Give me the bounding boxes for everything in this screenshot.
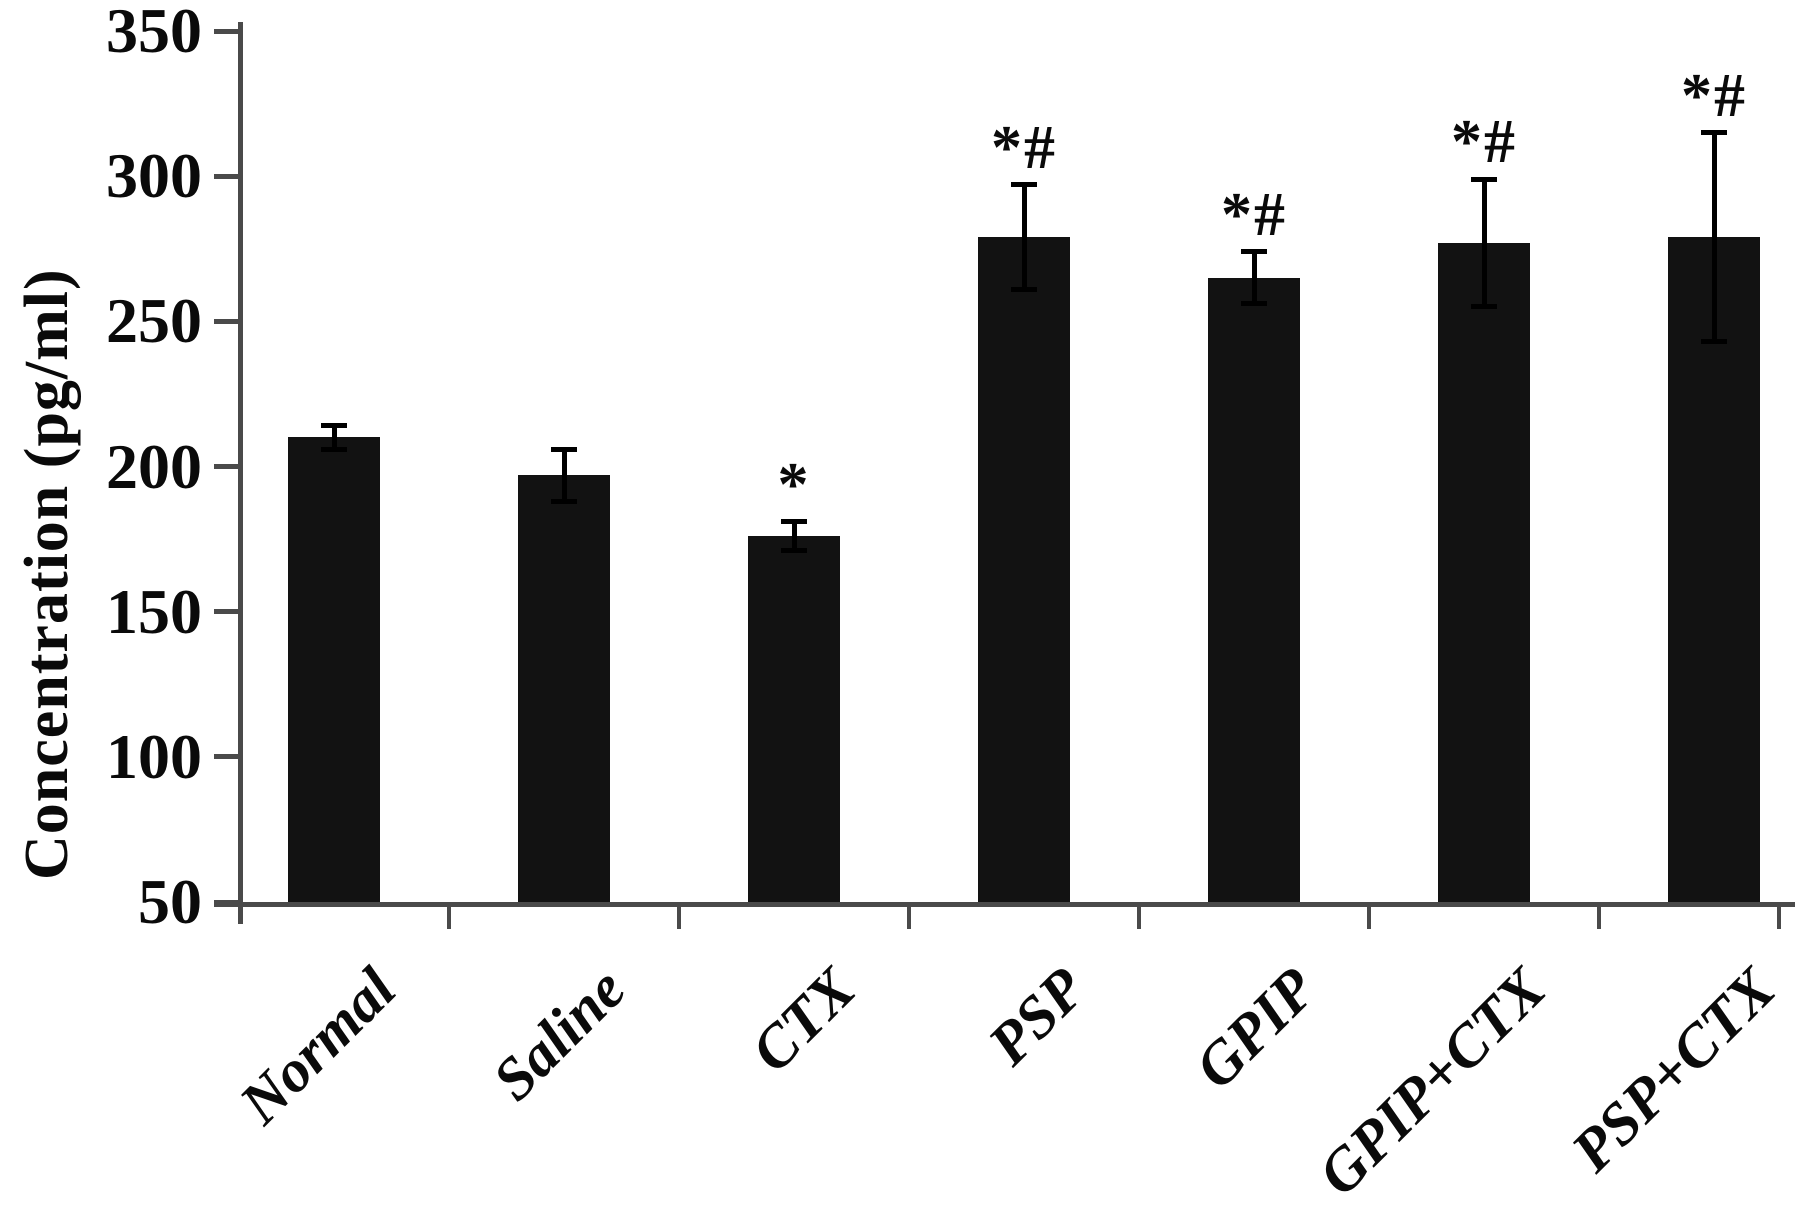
y-tick-label: 100 [106,721,202,792]
error-bar-cap-top [1241,249,1267,254]
error-bar-stem [1712,133,1717,342]
x-tick-label: Normal [226,955,408,1137]
y-tick-label: 150 [106,576,202,647]
x-divider-tick [677,907,681,929]
error-bar-stem [1482,179,1487,307]
error-bar-cap-top [1471,177,1497,182]
x-axis-line [214,902,1795,907]
x-tick-label: CTX [738,955,868,1085]
x-divider-tick [1367,907,1371,929]
bar-psp-plus-ctx [1668,237,1760,902]
error-bar-cap-top [1011,182,1037,187]
error-bar-cap-bottom [1011,287,1037,292]
x-divider-tick [907,907,911,929]
bar-gpip-plus-ctx [1438,243,1530,902]
x-tick-label: PSP [975,955,1098,1078]
significance-marker: *# [1221,181,1287,249]
bar-normal [288,437,380,902]
bar-psp [978,237,1070,902]
y-tick-label: 250 [106,285,202,356]
bar-ctx [748,536,840,902]
error-bar-cap-bottom [551,499,577,504]
error-bar-cap-bottom [321,447,347,452]
bar-gpip [1208,278,1300,902]
y-tick-label: 300 [106,140,202,211]
error-bar-cap-top [1701,130,1727,135]
significance-marker: *# [1451,108,1517,176]
error-bar-cap-top [321,423,347,428]
y-axis-line [238,22,243,924]
significance-marker: *# [991,114,1057,182]
y-tick-label: 200 [106,431,202,502]
error-bar-cap-bottom [1471,304,1497,309]
x-tick-label: Saline [480,955,638,1113]
y-tick [214,754,238,759]
y-tick-label: 350 [106,0,202,66]
x-tick-label: GPIP [1182,955,1328,1101]
significance-marker: * [777,451,811,519]
bar-saline [518,475,610,902]
error-bar-stem [562,449,567,501]
y-tick [214,319,238,324]
error-bar-stem [1022,185,1027,290]
x-divider-tick [447,907,451,929]
y-tick-label: 50 [138,866,202,937]
error-bar-cap-top [551,447,577,452]
y-tick [214,609,238,614]
y-tick [214,174,238,179]
x-divider-tick [1137,907,1141,929]
error-bar-cap-bottom [781,548,807,553]
x-axis-end-tick [1777,907,1781,929]
error-bar-cap-bottom [1701,339,1727,344]
error-bar-stem [1252,252,1257,304]
significance-marker: *# [1681,62,1747,130]
error-bar-cap-top [781,519,807,524]
error-bar-stem [792,522,797,551]
y-tick [214,464,238,469]
y-tick [214,29,238,34]
error-bar-stem [332,426,337,449]
x-tick-label: PSP+CTX [1559,955,1788,1185]
x-tick-label: GPIP+CTX [1305,955,1558,1207]
error-bar-cap-bottom [1241,301,1267,306]
x-divider-tick [1597,907,1601,929]
